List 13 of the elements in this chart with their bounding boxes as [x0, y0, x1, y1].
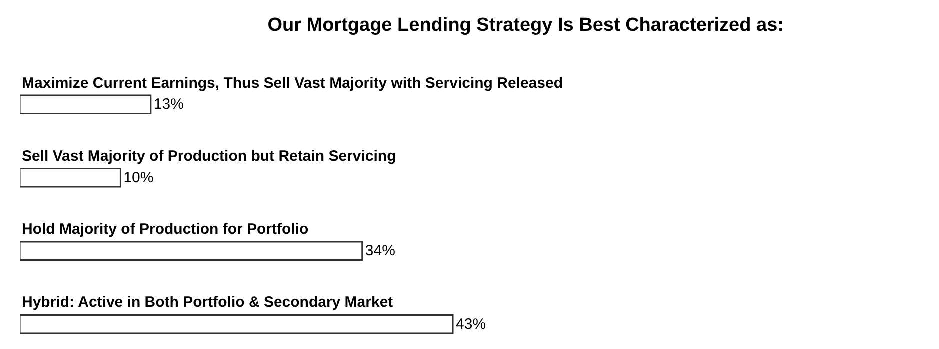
- data-label: 34%: [365, 242, 396, 260]
- bar: [20, 94, 152, 115]
- bar: [20, 168, 122, 188]
- bar: [20, 314, 454, 334]
- y-tick-label: Maximize Current Earnings, Thus Sell Vast Majority with Servicing Released: [22, 75, 563, 92]
- y-tick-label: Hybrid: Active in Both Portfolio & Secondary Market: [22, 294, 394, 311]
- y-tick-label: Sell Vast Majority of Production but Retain Servicing: [22, 148, 396, 165]
- data-label: 13%: [154, 96, 184, 114]
- data-label: 43%: [456, 316, 486, 333]
- text: Our Mortgage Lending Strategy Is Best Characterized as:: [268, 14, 784, 36]
- data-label: 10%: [124, 169, 154, 186]
- bar: [20, 241, 364, 262]
- y-tick-label: Hold Majority of Production for Portfolio: [22, 221, 309, 238]
